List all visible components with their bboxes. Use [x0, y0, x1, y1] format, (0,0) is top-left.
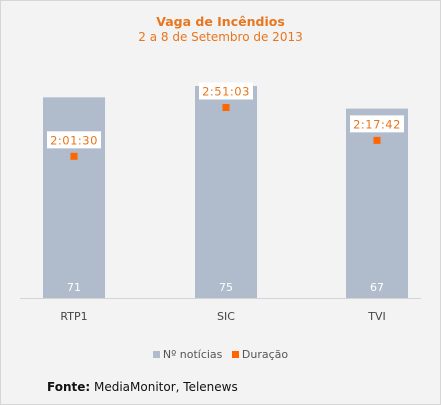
chart-plot: 71 RTP1 2:01:30 75 SIC 2:51:03 67 TVI 2:17:42 [20, 82, 421, 323]
bar-rtp1 [43, 97, 105, 298]
x-tick-label: SIC [217, 310, 235, 323]
duration-label: 2:51:03 [202, 85, 250, 99]
legend-label-noticias: Nº notícias [162, 348, 223, 361]
duration-label-box [47, 131, 101, 149]
legend-item-noticias: Nº notícias [152, 348, 223, 361]
legend-label-duracao: Duração [241, 348, 289, 361]
bar-sic [195, 86, 257, 298]
duration-label-box [199, 82, 253, 100]
legend-swatch-duracao [231, 351, 239, 358]
chart-legend: Nº notícias Duração [0, 348, 441, 361]
duration-point [70, 152, 78, 160]
legend-item-duracao: Duração [231, 348, 289, 361]
source-note: Fonte: MediaMonitor, Telenews [47, 380, 238, 394]
bar-value-label: 71 [67, 281, 81, 294]
source-text: MediaMonitor, Telenews [90, 380, 238, 394]
chart-title: Vaga de Incêndios [156, 14, 285, 29]
chart-subtitle: 2 a 8 de Setembro de 2013 [138, 30, 303, 44]
x-tick-label: TVI [367, 310, 386, 323]
duration-label-box [350, 115, 404, 133]
duration-label: 2:17:42 [353, 117, 401, 131]
duration-point [373, 136, 381, 144]
bar-value-label: 75 [219, 281, 233, 294]
legend-swatch-noticias [152, 351, 160, 358]
source-label: Fonte: [47, 380, 91, 394]
duration-point [222, 104, 230, 112]
bar-value-label: 67 [370, 281, 384, 294]
duration-label: 2:01:30 [50, 133, 98, 147]
x-tick-label: RTP1 [60, 310, 87, 323]
